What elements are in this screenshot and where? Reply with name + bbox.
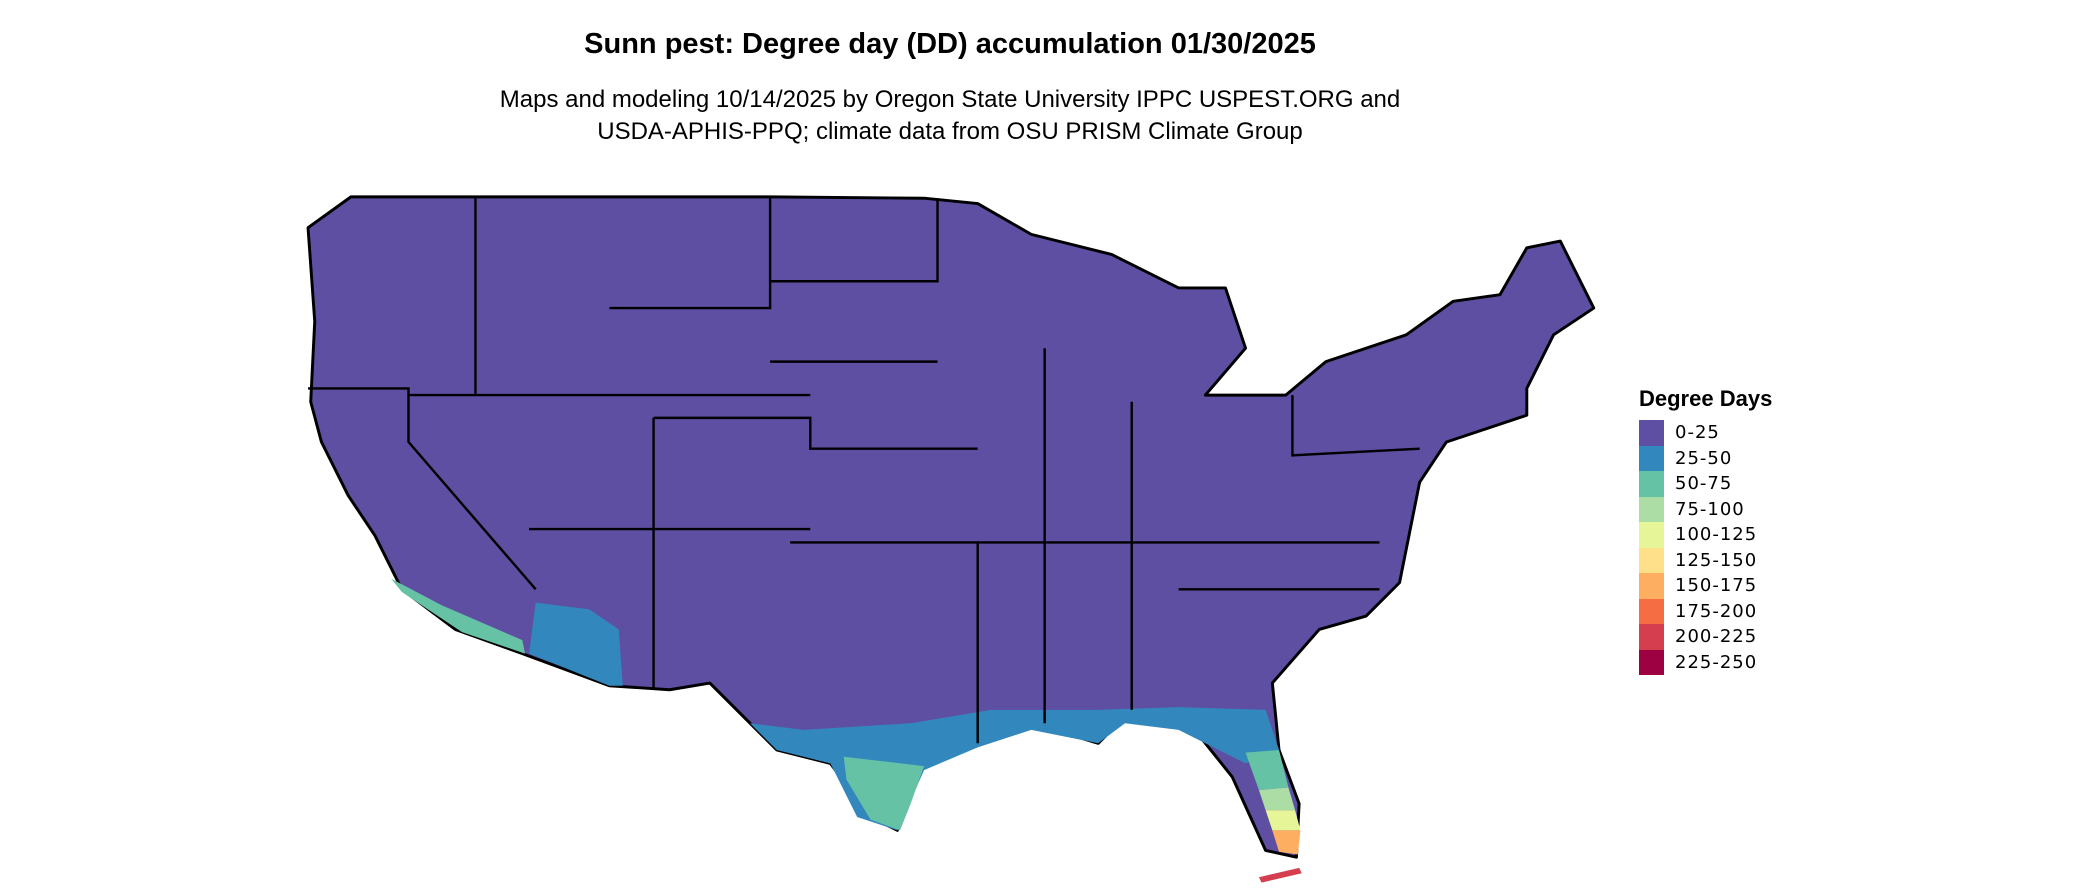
legend-item: 175-200 xyxy=(1639,598,1772,624)
legend-swatch xyxy=(1639,420,1664,446)
legend-swatch xyxy=(1639,522,1664,548)
zone-100-125-florida xyxy=(1265,810,1301,831)
map-subtitle-line-2: USDA-APHIS-PPQ; climate data from OSU PR… xyxy=(597,118,1303,145)
legend-label: 200-225 xyxy=(1675,626,1758,648)
legend-title: Degree Days xyxy=(1639,386,1773,411)
legend-label: 150-175 xyxy=(1675,575,1758,597)
zone-200-225-keys xyxy=(1258,867,1302,883)
map-subtitle-line-1: Maps and modeling 10/14/2025 by Oregon S… xyxy=(499,86,1401,113)
state-borders xyxy=(308,196,1420,744)
legend-item: 200-225 xyxy=(1639,624,1772,650)
legend-item: 25-50 xyxy=(1639,445,1772,471)
zone-150-175-florida xyxy=(1272,830,1301,855)
legend-label: 25-50 xyxy=(1675,447,1733,469)
zone-75-100-florida xyxy=(1258,787,1296,811)
legend-label: 0-25 xyxy=(1675,422,1720,444)
legend-swatch xyxy=(1639,471,1664,497)
legend-swatch xyxy=(1639,445,1664,471)
legend-swatch xyxy=(1639,598,1664,624)
zone-50-75-florida xyxy=(1245,750,1289,791)
legend-label: 175-200 xyxy=(1675,600,1758,622)
legend-label: 50-75 xyxy=(1675,473,1733,495)
legend-items: 0-25 25-50 50-75 75-100 100-125 125-150 150-17… xyxy=(1639,420,1772,675)
legend-item: 50-75 xyxy=(1639,471,1772,497)
zone-50-75-california xyxy=(391,578,526,654)
legend-item: 150-175 xyxy=(1639,573,1772,599)
zone-25-50-southwest xyxy=(529,602,623,686)
us-outline xyxy=(306,195,1596,859)
legend-swatch xyxy=(1639,573,1664,599)
legend-item: 125-150 xyxy=(1639,547,1772,573)
legend-label: 125-150 xyxy=(1675,549,1758,571)
legend-item: 225-250 xyxy=(1639,649,1772,675)
zone-50-75-texas xyxy=(843,756,925,831)
legend: Degree Days 0-25 25-50 50-75 75-100 100-125 1… xyxy=(1639,386,1772,675)
map-title: Sunn pest: Degree day (DD) accumulation … xyxy=(584,28,1316,60)
legend-swatch xyxy=(1639,547,1664,573)
legend-label: 100-125 xyxy=(1675,524,1758,546)
legend-swatch xyxy=(1639,496,1664,522)
legend-label: 75-100 xyxy=(1675,498,1745,520)
legend-swatch xyxy=(1639,649,1664,675)
legend-item: 75-100 xyxy=(1639,496,1772,522)
legend-label: 225-250 xyxy=(1675,651,1758,673)
legend-swatch xyxy=(1639,624,1664,650)
legend-item: 100-125 xyxy=(1639,522,1772,548)
legend-item: 0-25 xyxy=(1639,420,1772,446)
